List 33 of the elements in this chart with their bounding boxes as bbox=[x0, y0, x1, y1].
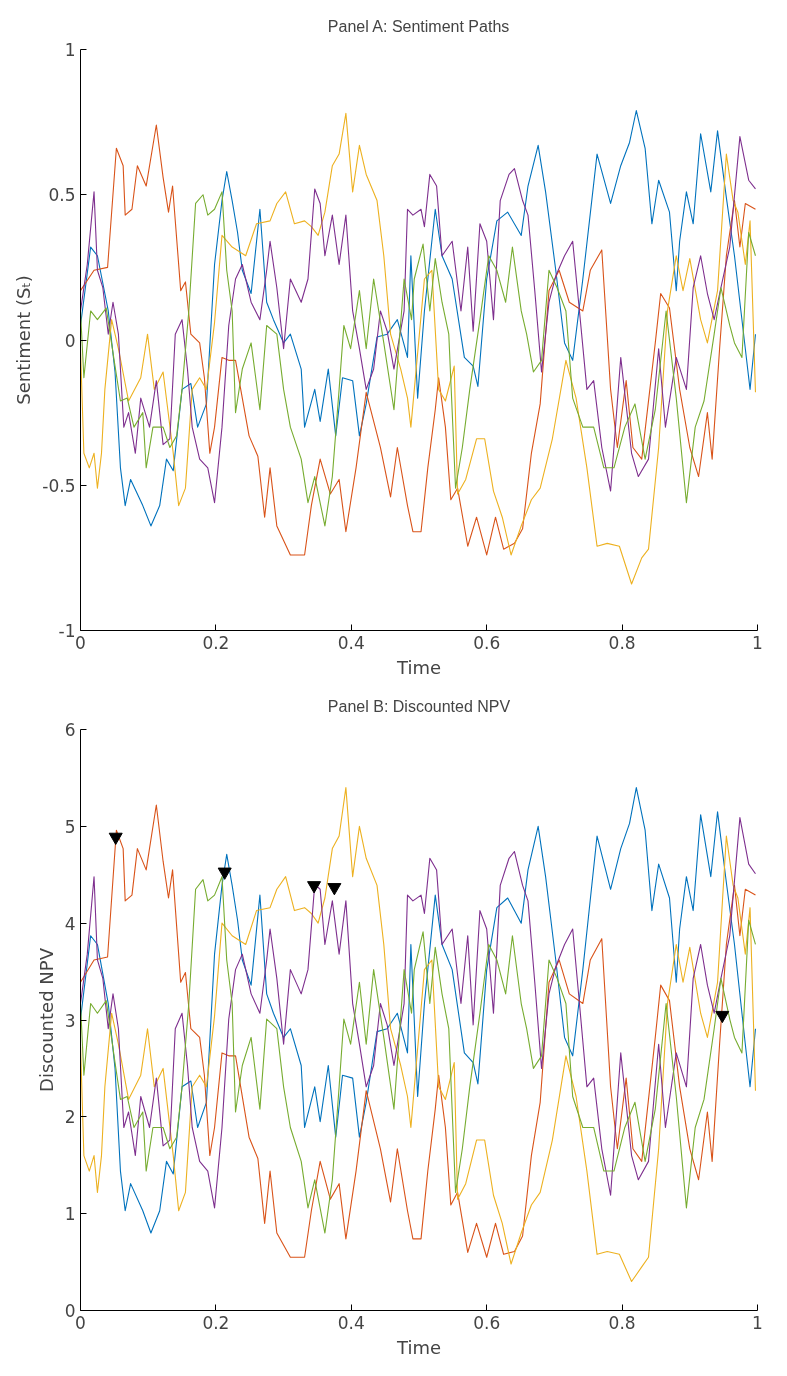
x-tick-label: 0.4 bbox=[337, 632, 365, 653]
line-series bbox=[80, 191, 757, 527]
x-axis-title: Time bbox=[395, 656, 442, 678]
x-tick-label: 0.2 bbox=[202, 632, 230, 653]
y-tick-label: 1 bbox=[64, 1204, 76, 1225]
y-tick-label: 2 bbox=[64, 1107, 76, 1128]
y-tick-label: 5 bbox=[64, 816, 76, 837]
y-tick-label: 4 bbox=[64, 913, 76, 934]
point bbox=[217, 867, 232, 880]
point bbox=[307, 881, 322, 894]
chart-title: Panel B: Discounted NPV bbox=[327, 697, 511, 715]
y-tick-label: -0.5 bbox=[42, 475, 76, 496]
y-axis-title: Sentiment (Sₜ) bbox=[13, 275, 35, 405]
y-axis-title: Discounted NPV bbox=[35, 947, 57, 1092]
point bbox=[108, 832, 123, 845]
x-tick-label: 1 bbox=[752, 632, 763, 653]
y-tick-label: 6 bbox=[64, 720, 76, 740]
y-tick-label: 0.5 bbox=[48, 185, 76, 206]
x-tick-label: 1 bbox=[752, 1312, 763, 1333]
x-tick-label: 0.8 bbox=[608, 632, 636, 653]
chart-title: Panel A: Sentiment Paths bbox=[327, 17, 510, 35]
y-tick-label: 1 bbox=[64, 40, 76, 60]
y-tick-label: 3 bbox=[64, 1010, 76, 1031]
x-tick-label: 0.4 bbox=[337, 1312, 365, 1333]
x-tick-label: 0.6 bbox=[473, 1312, 501, 1333]
y-tick-label: 0 bbox=[64, 330, 76, 351]
point bbox=[715, 1010, 730, 1024]
point bbox=[327, 883, 342, 896]
y-tick-label: -1 bbox=[58, 621, 76, 641]
x-tick-label: 0.8 bbox=[608, 1312, 636, 1333]
x-axis-title: Time bbox=[395, 1336, 442, 1358]
x-tick-label: 0.6 bbox=[473, 632, 501, 653]
x-tick-label: 0.2 bbox=[202, 1312, 230, 1333]
